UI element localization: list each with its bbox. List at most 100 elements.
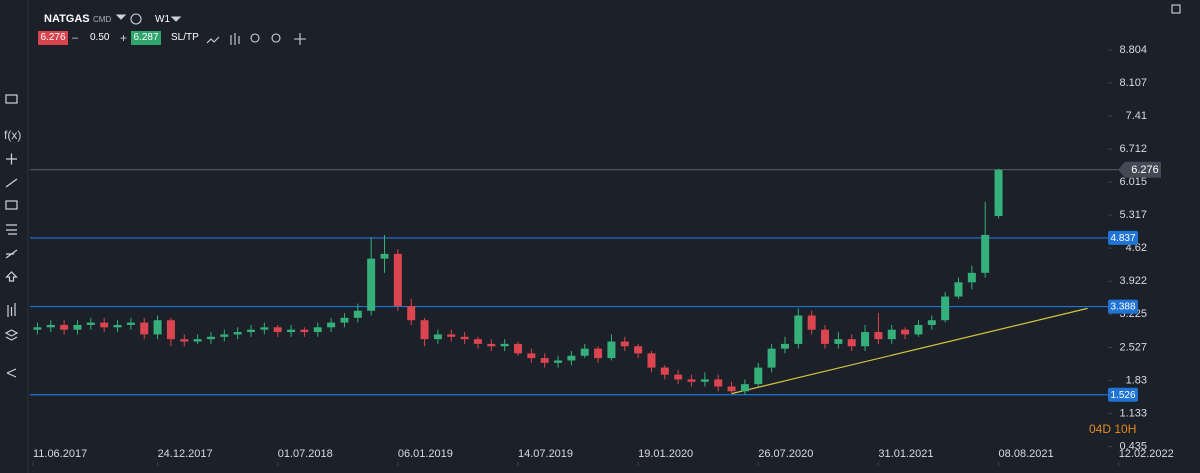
- candle-body: [247, 329, 256, 333]
- icon-arrow[interactable]: [5, 271, 18, 282]
- candle-body: [660, 367, 669, 375]
- move-icon[interactable]: [294, 33, 306, 45]
- buy-button[interactable]: 6.287: [131, 31, 161, 45]
- x-tick-label: 24.12.2017: [158, 448, 213, 460]
- icon-crosshair[interactable]: [6, 153, 17, 165]
- candle-body: [794, 315, 803, 344]
- candle-body: [473, 339, 482, 344]
- candle-body: [206, 336, 215, 340]
- y-tick-label: 6.015: [1119, 176, 1147, 188]
- candle-body: [220, 334, 229, 337]
- timeframe[interactable]: W1: [155, 14, 170, 25]
- info-icon[interactable]: [130, 13, 142, 25]
- y-tick-label: 3.922: [1119, 275, 1147, 287]
- icon-share[interactable]: [6, 368, 17, 378]
- level-label: 4.837: [1110, 233, 1135, 244]
- candle-body: [847, 339, 856, 347]
- candle-icon[interactable]: [230, 33, 240, 45]
- candle-body: [981, 234, 990, 273]
- y-tick-label: 8.804: [1119, 44, 1147, 56]
- y-tick-label: 1.83: [1126, 374, 1147, 386]
- zoom-out-icon[interactable]: [250, 33, 260, 43]
- candle-body: [500, 343, 509, 347]
- candle-body: [967, 272, 976, 283]
- candle-body: [340, 317, 349, 323]
- candle-body: [674, 374, 683, 380]
- sidebar-icons: [4, 94, 19, 378]
- candle-body: [140, 322, 149, 335]
- candle-body: [393, 253, 402, 306]
- candle-body: [60, 324, 69, 330]
- level-label-box: [1108, 230, 1138, 245]
- x-tick-label: 14.07.2019: [518, 448, 573, 460]
- icon-pitchfork[interactable]: [5, 249, 18, 259]
- x-tick-label: 19.01.2020: [638, 448, 693, 460]
- candle-body: [300, 329, 309, 333]
- candle-body: [714, 379, 723, 387]
- icon-rect[interactable]: [5, 200, 18, 210]
- candle-body: [367, 258, 376, 311]
- candle-body: [607, 341, 616, 359]
- candle-body: [73, 324, 82, 330]
- quantity-minus[interactable]: –: [72, 32, 79, 44]
- candle-body: [86, 322, 95, 325]
- candle-body: [580, 348, 589, 356]
- candle-body: [901, 329, 910, 335]
- candle-body: [807, 315, 816, 330]
- symbol[interactable]: NATGAS: [44, 13, 90, 25]
- candle-body: [353, 310, 362, 318]
- candle-body: [487, 343, 496, 347]
- candle-body: [113, 324, 122, 328]
- sell-button[interactable]: 6.276: [38, 31, 68, 45]
- window-icon[interactable]: [1171, 4, 1181, 14]
- candle-body: [941, 296, 950, 321]
- candle-body: [994, 169, 1003, 216]
- y-tick-label: 6.712: [1119, 143, 1147, 155]
- function-icon[interactable]: f(x): [4, 128, 22, 142]
- icon-screen[interactable]: [5, 94, 18, 104]
- candle-body: [433, 334, 442, 340]
- x-tick-label: 12.02.2022: [1119, 448, 1174, 460]
- candle-body: [914, 324, 923, 335]
- zoom-in-icon[interactable]: [271, 33, 281, 43]
- quantity-plus[interactable]: +: [120, 31, 128, 45]
- level-label: 1.526: [1110, 390, 1135, 401]
- icon-layers[interactable]: [4, 329, 19, 341]
- y-tick-label: 8.107: [1119, 77, 1147, 89]
- icon-line[interactable]: [5, 178, 18, 188]
- candle-body: [874, 332, 883, 340]
- y-tick-label: 1.133: [1119, 407, 1147, 419]
- candle-body: [540, 358, 549, 363]
- timeframe-dropdown[interactable]: [170, 16, 182, 22]
- candle-body: [126, 322, 135, 325]
- candle-body: [380, 253, 389, 259]
- trendline: [731, 307, 1088, 395]
- chart-type-icon[interactable]: [206, 36, 220, 44]
- candle-body: [620, 341, 629, 347]
- last-price-label: 6.276: [1131, 164, 1159, 176]
- y-tick-label: 4.62: [1126, 242, 1147, 254]
- sl-tp-button[interactable]: SL/TP: [171, 32, 199, 43]
- level-label-box: [1108, 387, 1138, 402]
- candle-body: [166, 320, 175, 340]
- icon-indicators[interactable]: [7, 303, 16, 317]
- candle-body: [887, 329, 896, 340]
- candle-body: [954, 282, 963, 297]
- icon-fib[interactable]: [6, 224, 17, 235]
- candle-body: [287, 329, 296, 333]
- level-label-box: [1108, 299, 1138, 314]
- candle-body: [260, 327, 269, 330]
- quantity[interactable]: 0.50: [90, 32, 110, 43]
- symbol-dropdown[interactable]: [115, 14, 127, 20]
- candle-body: [594, 348, 603, 359]
- candle-body: [740, 384, 749, 392]
- candle-body: [420, 320, 429, 340]
- symbol-type: CMD: [93, 15, 112, 24]
- candle-body: [821, 329, 830, 344]
- candle-body: [634, 346, 643, 354]
- candle-body: [233, 332, 242, 335]
- candle-body: [554, 360, 563, 363]
- candle-body: [273, 327, 282, 333]
- candle-body: [927, 320, 936, 325]
